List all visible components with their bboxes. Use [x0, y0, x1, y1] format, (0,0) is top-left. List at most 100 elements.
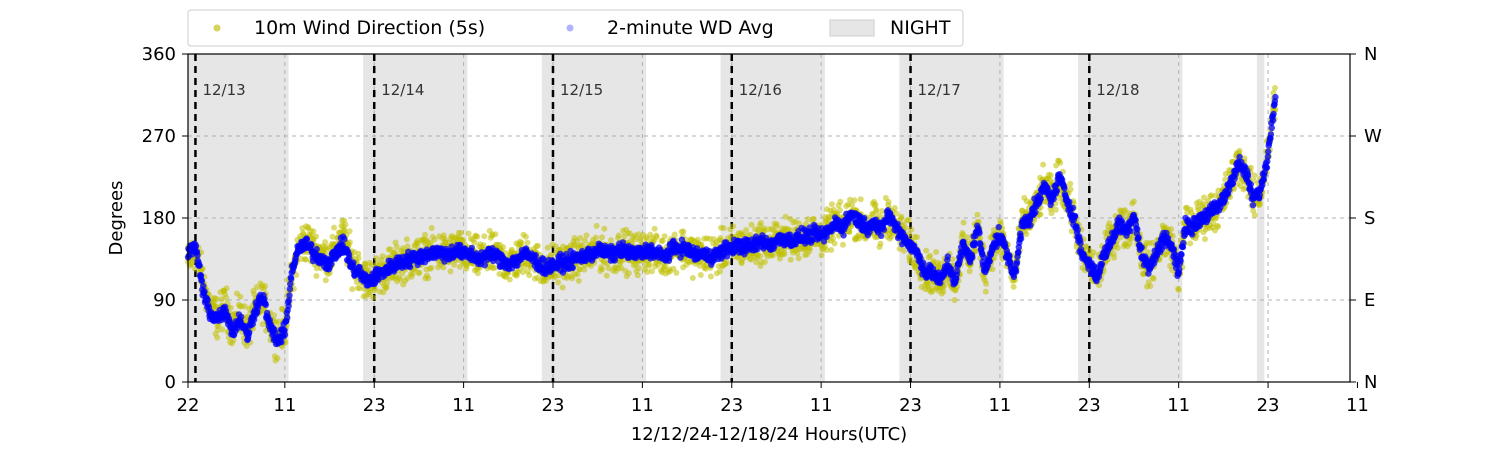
- wind-direction-point: [983, 280, 990, 287]
- wind-direction-point: [579, 242, 586, 249]
- wind-direction-point: [849, 201, 855, 208]
- wind-direction-point: [757, 253, 764, 260]
- wind-direction-point: [795, 255, 802, 262]
- wind-direction-point: [908, 226, 915, 233]
- wind-direction-point: [428, 225, 435, 231]
- wind-direction-point: [544, 244, 551, 251]
- wind-direction-point: [1187, 240, 1194, 247]
- wind-direction-point: [905, 217, 912, 224]
- wind-direction-point: [227, 304, 234, 311]
- wind-direction-point: [271, 312, 278, 319]
- wd-avg-point: [192, 242, 200, 250]
- wind-direction-point: [1147, 283, 1154, 290]
- wind-direction-point: [773, 221, 780, 228]
- wind-direction-point: [1222, 176, 1229, 183]
- wind-direction-point: [583, 232, 590, 239]
- wd-avg-point: [288, 275, 295, 282]
- wind-direction-point: [625, 270, 632, 277]
- wind-direction-point: [1111, 254, 1118, 261]
- wind-direction-point: [974, 211, 981, 218]
- wind-direction-point: [828, 247, 835, 253]
- wind-direction-point: [219, 326, 226, 333]
- wd-avg-point: [303, 236, 311, 243]
- wind-direction-point: [1052, 206, 1059, 213]
- wind-direction-point: [907, 255, 913, 262]
- wind-direction-point: [548, 252, 554, 258]
- wind-direction-point: [601, 225, 608, 232]
- wind-direction-point: [370, 294, 376, 301]
- wind-direction-point: [259, 321, 266, 328]
- wind-direction-point: [425, 275, 432, 282]
- scatter-points: [184, 85, 1279, 364]
- wind-direction-point: [474, 233, 481, 240]
- wd-avg-point: [287, 280, 294, 288]
- wd-avg-point: [809, 236, 816, 244]
- wind-direction-point: [1023, 231, 1030, 238]
- wind-direction-point: [534, 242, 541, 249]
- series-wd-avg: [184, 93, 1279, 348]
- wind-direction-point: [653, 233, 660, 240]
- wind-direction-point: [492, 231, 499, 238]
- wd-avg-point: [481, 262, 488, 269]
- wind-direction-point: [1169, 232, 1176, 239]
- wind-direction-point: [964, 234, 971, 241]
- wind-direction-point: [846, 228, 853, 235]
- wind-direction-point: [1130, 198, 1137, 205]
- wind-direction-point: [977, 235, 984, 242]
- wind-direction-point: [885, 199, 892, 205]
- wd-avg-point: [880, 226, 888, 233]
- wind-direction-point: [213, 296, 220, 303]
- grid-lines: [188, 54, 1350, 382]
- wind-direction-point: [806, 245, 813, 252]
- wind-direction-point: [923, 247, 930, 254]
- wind-direction-point: [898, 213, 905, 220]
- wind-direction-point: [933, 249, 940, 255]
- wind-direction-point: [383, 284, 390, 291]
- wind-direction-point: [218, 296, 225, 303]
- wd-avg-point: [532, 251, 539, 259]
- wind-direction-point: [949, 256, 956, 263]
- wind-direction-point: [901, 247, 907, 254]
- wind-direction-point: [404, 243, 411, 250]
- wind-direction-point: [331, 224, 338, 231]
- wind-direction-point: [574, 271, 581, 278]
- wind-direction-point: [851, 197, 858, 204]
- wind-direction-point: [1057, 159, 1064, 166]
- wd-avg-point: [308, 241, 315, 249]
- wind-direction-point: [1114, 245, 1121, 251]
- wind-direction-point: [1010, 283, 1017, 290]
- wind-direction-point: [322, 239, 329, 246]
- wind-direction-point: [1067, 186, 1074, 193]
- wind-direction-point: [810, 216, 817, 222]
- wind-direction-point: [223, 285, 230, 292]
- wind-direction-point: [500, 244, 507, 251]
- wind-direction-point: [840, 241, 846, 248]
- wind-direction-point: [313, 273, 320, 279]
- wind-direction-point: [689, 275, 696, 281]
- wind-direction-point: [1067, 180, 1074, 187]
- wind-direction-point: [384, 280, 391, 287]
- wd-avg-point: [406, 263, 414, 271]
- wd-avg-point: [278, 338, 285, 346]
- wind-direction-point: [465, 230, 472, 237]
- wind-direction-point: [422, 231, 428, 238]
- wind-direction-point: [329, 233, 336, 240]
- wind-direction-point: [577, 235, 584, 241]
- wind-direction-point: [730, 223, 736, 230]
- wind-direction-point: [341, 227, 348, 234]
- wind-direction-point: [1037, 211, 1044, 218]
- wd-avg-point: [284, 314, 291, 321]
- wind-direction-point: [671, 231, 678, 238]
- wind-direction-point: [781, 249, 788, 256]
- wd-avg-point: [194, 252, 201, 259]
- wind-direction-point: [593, 222, 600, 229]
- wind-direction-point: [724, 259, 730, 266]
- wind-direction-point: [253, 284, 260, 291]
- wd-avg-point: [786, 231, 794, 238]
- wind-direction-point: [576, 266, 583, 273]
- wind-direction-point: [643, 236, 650, 243]
- wind-direction-point: [615, 232, 622, 239]
- wind-direction-point: [480, 242, 487, 249]
- wind-direction-point: [293, 272, 300, 278]
- wind-direction-point: [782, 213, 789, 220]
